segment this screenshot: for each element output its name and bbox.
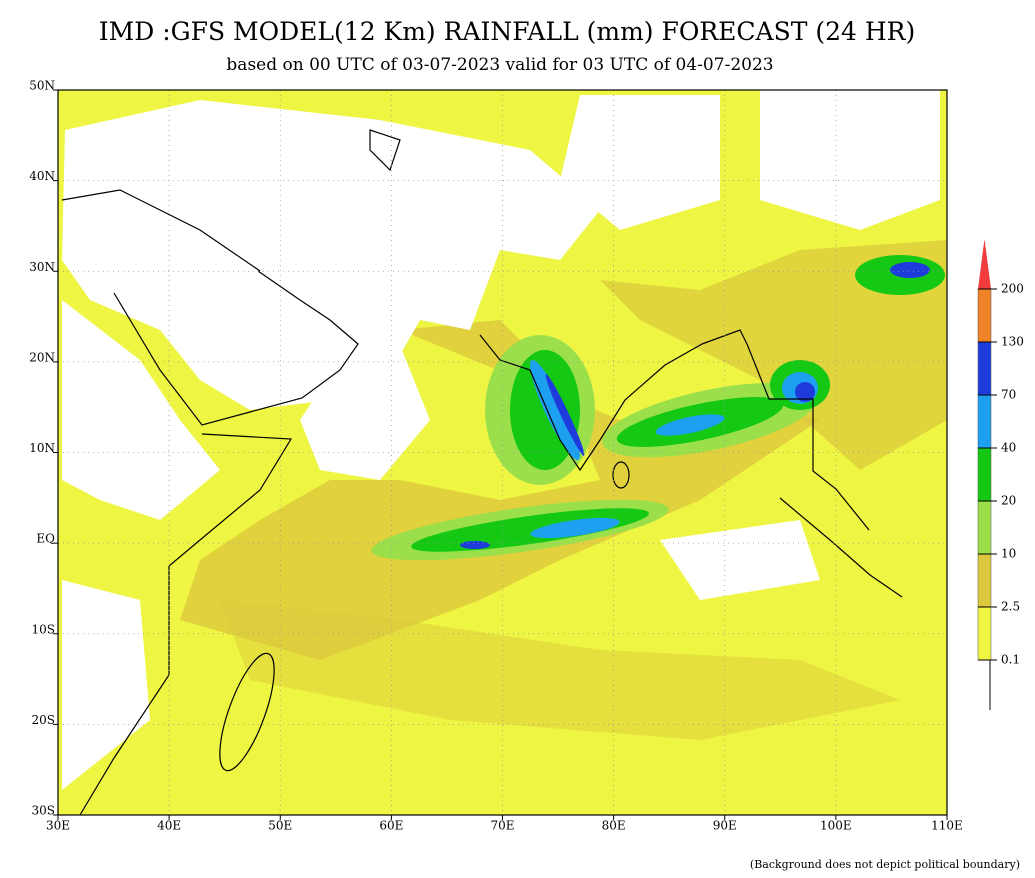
legend-swatch — [977, 553, 992, 608]
footnote: (Background does not depict political bo… — [750, 858, 1020, 871]
lat-label: 30N — [29, 260, 55, 274]
map — [57, 89, 948, 816]
lon-label: 30E — [46, 819, 70, 833]
lon-label: 70E — [490, 819, 514, 833]
legend-label: 0.1 — [1001, 653, 1020, 667]
subtitle: based on 00 UTC of 03-07-2023 valid for … — [226, 55, 773, 75]
graticule — [58, 90, 947, 815]
legend-label: 200 — [1001, 282, 1024, 296]
lat-label: 30S — [32, 804, 56, 818]
legend-label: 130 — [1001, 335, 1024, 349]
moderate-rain — [600, 240, 947, 470]
legend-label: 10 — [1001, 547, 1016, 561]
lon-label: 60E — [379, 819, 403, 833]
legend-swatch — [977, 341, 992, 396]
lat-label: 10S — [32, 622, 56, 636]
moderate-rain — [180, 320, 820, 660]
legend: 0.1 2.5 10 20 40 70 130 200 — [977, 239, 1024, 710]
lat-label: 20S — [32, 713, 56, 727]
legend-label: 70 — [1001, 388, 1016, 402]
legend-label: 40 — [1001, 441, 1016, 455]
legend-label: 2.5 — [1001, 600, 1020, 614]
legend-swatch — [977, 288, 992, 343]
title: IMD :GFS MODEL(12 Km) RAINFALL (mm) FORE… — [99, 17, 915, 46]
lat-label: 20N — [29, 350, 55, 364]
legend-swatch — [978, 239, 991, 289]
dry-areas — [62, 90, 940, 790]
lon-label: 80E — [602, 819, 626, 833]
lon-label: 40E — [157, 819, 181, 833]
moderate-rain — [220, 600, 900, 740]
heavy-rain — [371, 255, 945, 561]
legend-label: 20 — [1001, 494, 1016, 508]
legend-swatch — [977, 606, 992, 661]
lat-label: EQ — [36, 532, 55, 546]
lon-label: 100E — [820, 819, 852, 833]
legend-swatch — [977, 447, 992, 502]
lon-label: 90E — [713, 819, 737, 833]
legend-swatch — [977, 394, 992, 449]
legend-swatch — [977, 500, 992, 555]
lat-label: 10N — [29, 441, 55, 455]
lat-label: 50N — [29, 79, 55, 93]
lat-label: 40N — [29, 169, 55, 183]
coastlines — [61, 129, 903, 816]
lon-label: 110E — [931, 819, 963, 833]
lon-label: 50E — [268, 819, 292, 833]
